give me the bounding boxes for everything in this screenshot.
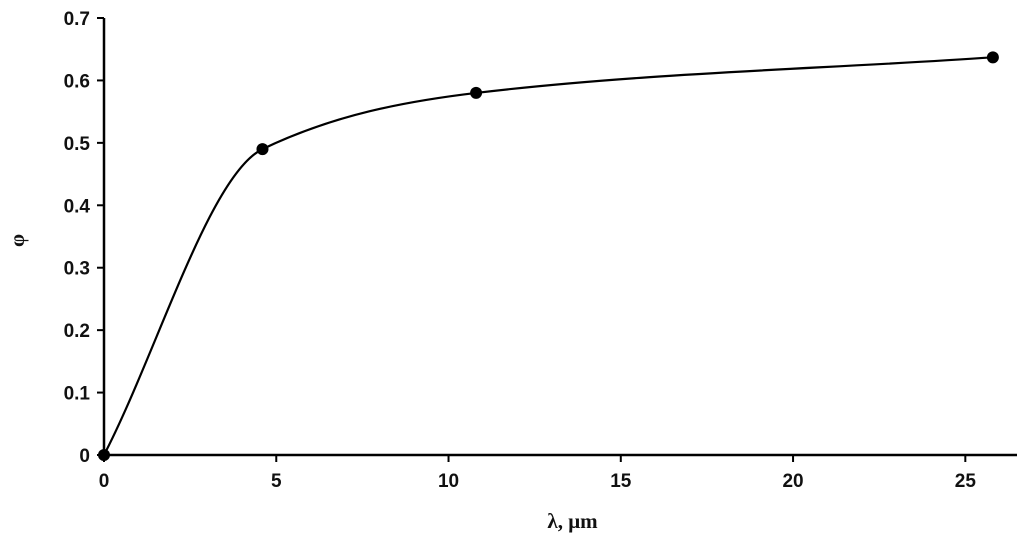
plot-area: 0 5 10 15 20 25 0 0.1 0.2 0.3 0.4 0.5 0.6 0.7 — [64, 9, 1017, 492]
data-point — [256, 143, 269, 156]
y-tick-label: 0.6 — [64, 71, 90, 92]
y-tick-label: 0.2 — [64, 321, 90, 342]
y-tick-label: 0 — [79, 446, 90, 467]
x-ticks: 0 5 10 15 20 25 — [99, 455, 977, 492]
y-tick-label: 0.1 — [64, 384, 91, 405]
y-axis-title: φ — [5, 234, 29, 247]
data-point — [986, 51, 999, 64]
y-tick-label: 0.4 — [64, 196, 91, 217]
x-axis-title: λ, μm — [547, 509, 598, 533]
data-point — [98, 449, 110, 461]
x-tick-label: 10 — [438, 471, 459, 492]
y-ticks: 0 0.1 0.2 0.3 0.4 0.5 0.6 0.7 — [64, 9, 104, 467]
data-point — [470, 86, 483, 99]
data-curve — [103, 56, 993, 456]
x-tick-label: 20 — [782, 471, 803, 492]
x-tick-label: 0 — [99, 471, 110, 492]
y-tick-label: 0.3 — [64, 259, 90, 280]
y-tick-label: 0.7 — [64, 9, 90, 30]
y-tick-label: 0.5 — [64, 134, 91, 155]
x-tick-label: 5 — [271, 471, 282, 492]
x-tick-label: 15 — [610, 471, 632, 492]
x-tick-label: 25 — [955, 471, 977, 492]
data-points — [98, 51, 999, 461]
